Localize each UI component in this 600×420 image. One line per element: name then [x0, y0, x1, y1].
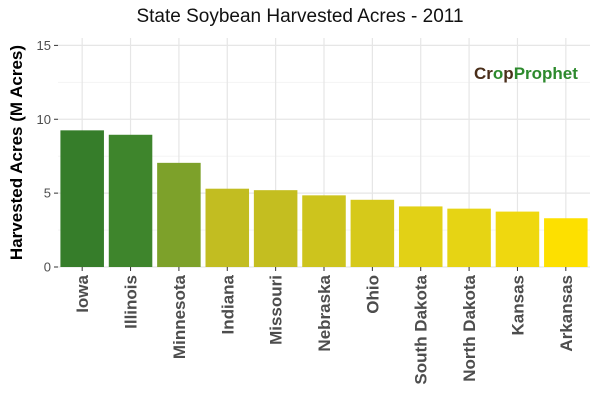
y-tick-label: 10	[37, 112, 51, 127]
x-tick-label: South Dakota	[412, 274, 431, 384]
x-tick-label: North Dakota	[460, 274, 479, 381]
axes: 0 5 10 15 Iowa Illinois Minnesota Indiana Missou…	[37, 38, 576, 385]
y-tick-label: 5	[44, 186, 51, 201]
cropprophet-logo: CropProphet	[474, 64, 578, 83]
y-axis-label: Harvested Acres (M Acres)	[7, 45, 26, 260]
svg-text:CropProphet: CropProphet	[474, 64, 578, 83]
y-tick-label: 0	[44, 260, 51, 275]
bar-indiana	[205, 188, 250, 267]
logo-text-part2: o	[493, 64, 503, 83]
x-tick-label: Iowa	[73, 274, 92, 312]
bar-illinois	[108, 134, 153, 267]
x-tick-label: Missouri	[267, 275, 286, 345]
bar-north-dakota	[447, 208, 491, 267]
bar-kansas	[495, 211, 540, 267]
logo-text-part1: Cr	[474, 64, 493, 83]
bars	[60, 130, 588, 267]
y-tick-label: 15	[37, 38, 51, 53]
bar-iowa	[60, 130, 104, 267]
chart-title: State Soybean Harvested Acres - 2011	[136, 6, 464, 27]
bar-missouri	[253, 190, 298, 267]
x-tick-label: Kansas	[508, 275, 527, 335]
x-tick-label: Arkansas	[557, 275, 576, 352]
x-tick-label: Minnesota	[170, 274, 189, 359]
logo-text-part4: Prophet	[514, 64, 579, 83]
bar-south-dakota	[398, 206, 443, 267]
x-tick-label: Indiana	[218, 274, 237, 334]
bar-arkansas	[544, 218, 588, 267]
bar-ohio	[350, 199, 395, 267]
x-tick-label: Nebraska	[315, 274, 334, 351]
bar-nebraska	[302, 195, 346, 267]
bar-minnesota	[157, 162, 201, 267]
x-tick-label: Illinois	[122, 275, 141, 329]
logo-text-part3: p	[503, 64, 513, 83]
x-tick-label: Ohio	[363, 275, 382, 314]
